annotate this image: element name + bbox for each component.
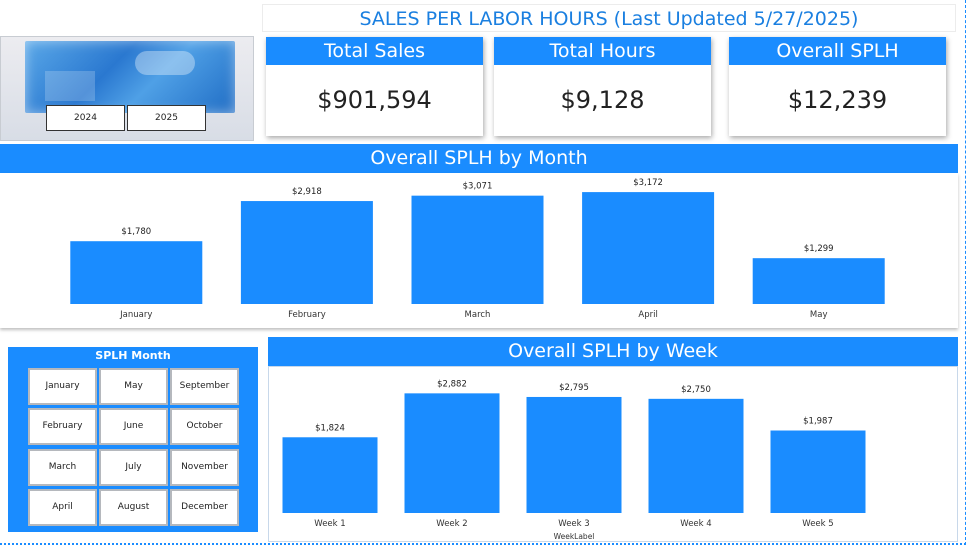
bar-march[interactable] xyxy=(411,195,544,304)
kpi-value: $12,239 xyxy=(787,86,888,114)
month-chart-title: Overall SPLH by Month xyxy=(0,144,958,173)
month-slicer-title: SPLH Month xyxy=(95,349,171,362)
year-button-2024[interactable]: 2024 xyxy=(46,105,125,131)
kpi-value: $9,128 xyxy=(560,86,645,114)
month-option-september[interactable]: September xyxy=(170,368,239,405)
category-tick-label: January xyxy=(119,310,152,320)
month-option-may[interactable]: May xyxy=(99,368,168,405)
month-option-april[interactable]: April xyxy=(28,489,97,526)
data-label: $2,882 xyxy=(437,379,467,389)
data-label: $2,795 xyxy=(559,383,589,393)
category-tick-label: May xyxy=(810,310,828,320)
canvas-edge-bottom xyxy=(0,543,966,545)
week-chart-title: Overall SPLH by Week xyxy=(268,337,958,366)
kpi-card-total-hours: Total Hours $9,128 xyxy=(494,37,711,136)
kpi-value: $901,594 xyxy=(317,86,432,114)
kpi-card-overall-splh: Overall SPLH $12,239 xyxy=(729,37,946,136)
data-label: $1,824 xyxy=(315,423,345,433)
data-label: $3,071 xyxy=(463,182,493,192)
bar-week-2[interactable] xyxy=(404,393,500,513)
report-title: SALES PER LABOR HOURS (Last Updated 5/27… xyxy=(262,4,956,32)
data-label: $3,172 xyxy=(633,178,663,188)
category-tick-label: Week 4 xyxy=(680,519,711,529)
kpi-label: Total Sales xyxy=(266,37,483,65)
x-axis-label: WeekLabel xyxy=(554,532,595,541)
bar-week-3[interactable] xyxy=(526,396,622,513)
kpi-label: Overall SPLH xyxy=(729,37,946,65)
month-slicer: SPLH Month January May September February Ju… xyxy=(8,347,258,532)
bar-april[interactable] xyxy=(582,192,715,304)
month-option-august[interactable]: August xyxy=(99,489,168,526)
month-option-october[interactable]: October xyxy=(170,408,239,445)
month-option-december[interactable]: December xyxy=(170,489,239,526)
category-tick-label: Week 1 xyxy=(314,519,345,529)
month-option-june[interactable]: June xyxy=(99,408,168,445)
month-option-february[interactable]: February xyxy=(28,408,97,445)
bar-week-1[interactable] xyxy=(282,437,378,513)
bar-february[interactable] xyxy=(240,201,373,304)
month-option-march[interactable]: March xyxy=(28,449,97,486)
category-tick-label: Week 5 xyxy=(802,519,833,529)
data-label: $1,299 xyxy=(804,244,834,254)
month-chart-panel[interactable]: $1,780 January $2,918 February $3,071 March $3… xyxy=(0,173,958,328)
kpi-label: Total Hours xyxy=(494,37,711,65)
kpi-card-total-sales: Total Sales $901,594 xyxy=(266,37,483,136)
data-label: $2,750 xyxy=(681,385,711,395)
data-label: $1,987 xyxy=(803,417,833,427)
brand-banner-image xyxy=(25,41,235,113)
category-tick-label: February xyxy=(288,310,326,320)
year-button-2025[interactable]: 2025 xyxy=(127,105,206,131)
month-option-november[interactable]: November xyxy=(170,449,239,486)
category-tick-label: Week 2 xyxy=(436,519,467,529)
category-tick-label: March xyxy=(465,310,491,320)
category-tick-label: April xyxy=(638,310,657,320)
data-label: $1,780 xyxy=(121,227,151,237)
bar-january[interactable] xyxy=(70,241,203,304)
month-bar-chart[interactable]: $1,780 January $2,918 February $3,071 March $3… xyxy=(0,173,958,328)
year-slicer-panel: 2024 2025 xyxy=(0,36,254,141)
bar-week-5[interactable] xyxy=(770,430,866,513)
week-bar-chart[interactable]: $1,824 Week 1 $2,882 Week 2 $2,795 Week 3 $2,7… xyxy=(269,367,957,541)
month-option-july[interactable]: July xyxy=(99,449,168,486)
week-chart-panel[interactable]: $1,824 Week 1 $2,882 Week 2 $2,795 Week 3 $2,7… xyxy=(268,366,958,542)
bar-week-4[interactable] xyxy=(648,398,744,513)
month-option-january[interactable]: January xyxy=(28,368,97,405)
data-label: $2,918 xyxy=(292,187,322,197)
bar-may[interactable] xyxy=(752,258,885,304)
category-tick-label: Week 3 xyxy=(558,519,589,529)
